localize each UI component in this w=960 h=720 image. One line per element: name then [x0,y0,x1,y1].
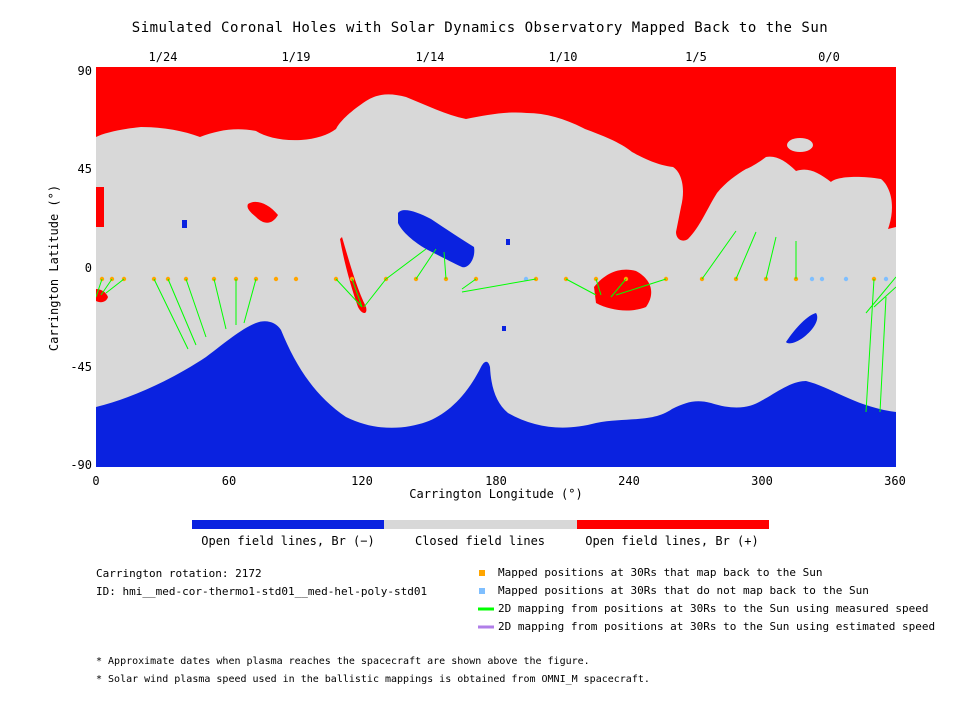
coronal-hole-map [96,67,896,467]
colorbar-label-positive: Open field lines, Br (+) [585,534,759,548]
colorbar-positive [577,520,769,529]
top-tick-label: 1/19 [281,50,311,64]
negative-polarity-region [96,321,896,467]
colorbar-label-negative: Open field lines, Br (−) [201,534,375,548]
top-tick-label: 1/10 [548,50,578,64]
legend-label: Mapped positions at 30Rs that do not map… [498,584,869,597]
positive-polarity-region [96,187,104,227]
top-tick-label: 0/0 [818,50,840,64]
y-tick-label: 45 [77,162,92,176]
colorbar-label-closed: Closed field lines [414,534,546,548]
mapped-square-icon [479,570,485,576]
x-tick-label: 360 [884,474,906,488]
unmapped-point [883,276,889,282]
positive-polarity-region [96,67,896,241]
positive-polarity-region [247,201,278,223]
carrington-rotation: Carrington rotation: 2172 [96,567,262,580]
x-tick-label: 180 [485,474,507,488]
top-tick-label: 1/24 [148,50,178,64]
chart-title: Simulated Coronal Holes with Solar Dynam… [131,20,829,36]
negative-polarity-region [502,326,506,331]
x-tick-label: 300 [751,474,773,488]
negative-polarity-region [506,239,510,245]
y-axis-label: Carrington Latitude (°) [47,184,61,352]
mapped-point [293,276,299,282]
estimated-line-icon [478,625,494,629]
x-axis-label: Carrington Longitude (°) [409,487,583,501]
unmapped-point [819,276,825,282]
x-tick-label: 0 [92,474,100,488]
positive-polarity-region [340,237,367,313]
y-tick-label: -45 [70,360,92,374]
measured-line-icon [478,607,494,611]
x-tick-label: 120 [351,474,373,488]
mapped-point [273,276,279,282]
x-tick-label: 60 [221,474,237,488]
colorbar-closed [384,520,577,529]
colorbar-negative [192,520,384,529]
x-tick-label: 240 [618,474,640,488]
negative-polarity-region [786,313,818,344]
measured-speed-mapping-lines [96,230,896,413]
y-tick-label: 90 [77,64,92,78]
model-id: ID: hmi__med-cor-thermo1-std01__med-hel-… [96,585,428,598]
positive-polarity-region [96,289,108,303]
legend-label: 2D mapping from positions at 30Rs to the… [498,602,929,615]
footnote: * Approximate dates when plasma reaches … [96,656,590,667]
negative-polarity-region [182,220,187,228]
closed-field-region [787,138,813,152]
top-tick-label: 1/5 [685,50,707,64]
unmapped-point [809,276,815,282]
positive-polarity-region [594,269,652,311]
top-tick-label: 1/14 [415,50,445,64]
footnote: * Solar wind plasma speed used in the ba… [96,674,650,685]
legend-label: 2D mapping from positions at 30Rs to the… [498,620,936,633]
y-tick-label: 0 [84,261,92,275]
unmapped-point [843,276,849,282]
colorbar [192,520,769,529]
negative-polarity-region [398,210,475,268]
mapped-point [593,276,599,282]
y-tick-label: -90 [70,458,92,472]
legend-label: Mapped positions at 30Rs that map back t… [498,566,823,579]
unmapped-points [523,276,889,282]
unmapped-square-icon [479,588,485,594]
